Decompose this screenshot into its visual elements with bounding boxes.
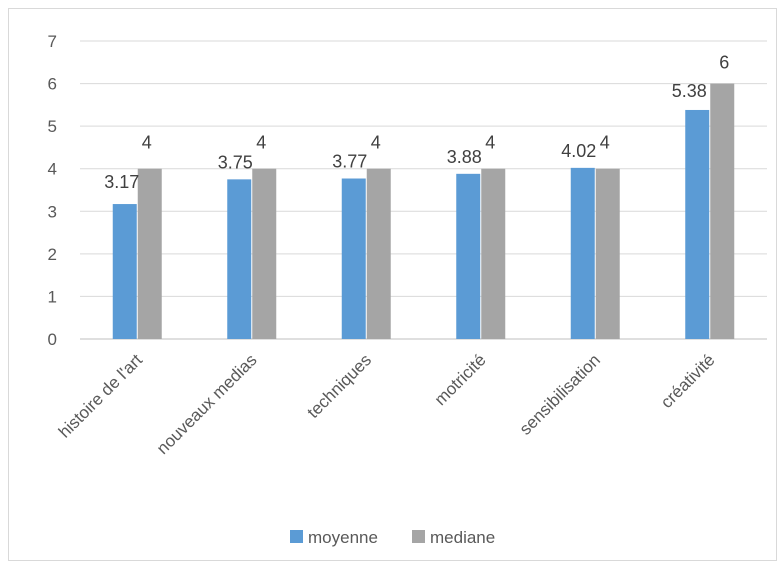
legend: moyenne mediane bbox=[290, 528, 495, 547]
data-label-mediane: 4 bbox=[485, 133, 495, 153]
bar-mediane bbox=[595, 168, 620, 339]
legend-label-mediane: mediane bbox=[430, 528, 495, 547]
y-axis-ticks: 0 1 2 3 4 5 6 7 bbox=[48, 32, 57, 349]
y-tick-label: 2 bbox=[48, 245, 57, 264]
y-tick-label: 7 bbox=[48, 32, 57, 51]
y-tick-label: 0 bbox=[48, 330, 57, 349]
y-tick-label: 1 bbox=[48, 287, 57, 306]
bar-moyenne bbox=[685, 109, 710, 339]
category-label: techniques bbox=[303, 350, 375, 422]
data-label-moyenne: 3.17 bbox=[104, 172, 139, 192]
bar-moyenne bbox=[112, 204, 137, 339]
gridlines bbox=[80, 40, 767, 340]
bar-mediane bbox=[481, 168, 506, 339]
bars bbox=[112, 83, 735, 339]
data-label-moyenne: 3.75 bbox=[218, 152, 253, 172]
legend-swatch-mediane bbox=[412, 530, 425, 543]
bar-mediane bbox=[137, 168, 162, 339]
data-label-mediane: 6 bbox=[719, 53, 729, 73]
data-label-moyenne: 3.88 bbox=[447, 147, 482, 167]
y-tick-label: 5 bbox=[48, 117, 57, 136]
bar-mediane bbox=[710, 83, 735, 339]
category-labels: histoire de l'art nouveaux medias techniqu… bbox=[55, 350, 719, 458]
bar-moyenne bbox=[341, 178, 366, 339]
legend-swatch-moyenne bbox=[290, 530, 303, 543]
data-label-moyenne: 5.38 bbox=[672, 81, 707, 101]
bar-mediane bbox=[252, 168, 277, 339]
category-label: créativité bbox=[657, 350, 719, 412]
legend-label-moyenne: moyenne bbox=[308, 528, 378, 547]
bar-mediane bbox=[366, 168, 391, 339]
y-tick-label: 6 bbox=[48, 75, 57, 94]
data-label-mediane: 4 bbox=[142, 133, 152, 153]
category-label: nouveaux medias bbox=[153, 350, 261, 458]
category-label: sensibilisation bbox=[516, 350, 604, 438]
data-label-mediane: 4 bbox=[371, 133, 381, 153]
bar-moyenne bbox=[227, 179, 252, 339]
category-label: motricité bbox=[431, 350, 490, 409]
y-tick-label: 3 bbox=[48, 202, 57, 221]
data-label-mediane: 4 bbox=[256, 133, 266, 153]
bar-moyenne bbox=[570, 167, 595, 339]
bar-moyenne bbox=[456, 173, 481, 339]
category-label: histoire de l'art bbox=[55, 350, 146, 441]
y-tick-label: 4 bbox=[48, 160, 57, 179]
data-label-mediane: 4 bbox=[600, 133, 610, 153]
data-label-moyenne: 3.77 bbox=[332, 152, 367, 172]
data-label-moyenne: 4.02 bbox=[561, 141, 596, 161]
